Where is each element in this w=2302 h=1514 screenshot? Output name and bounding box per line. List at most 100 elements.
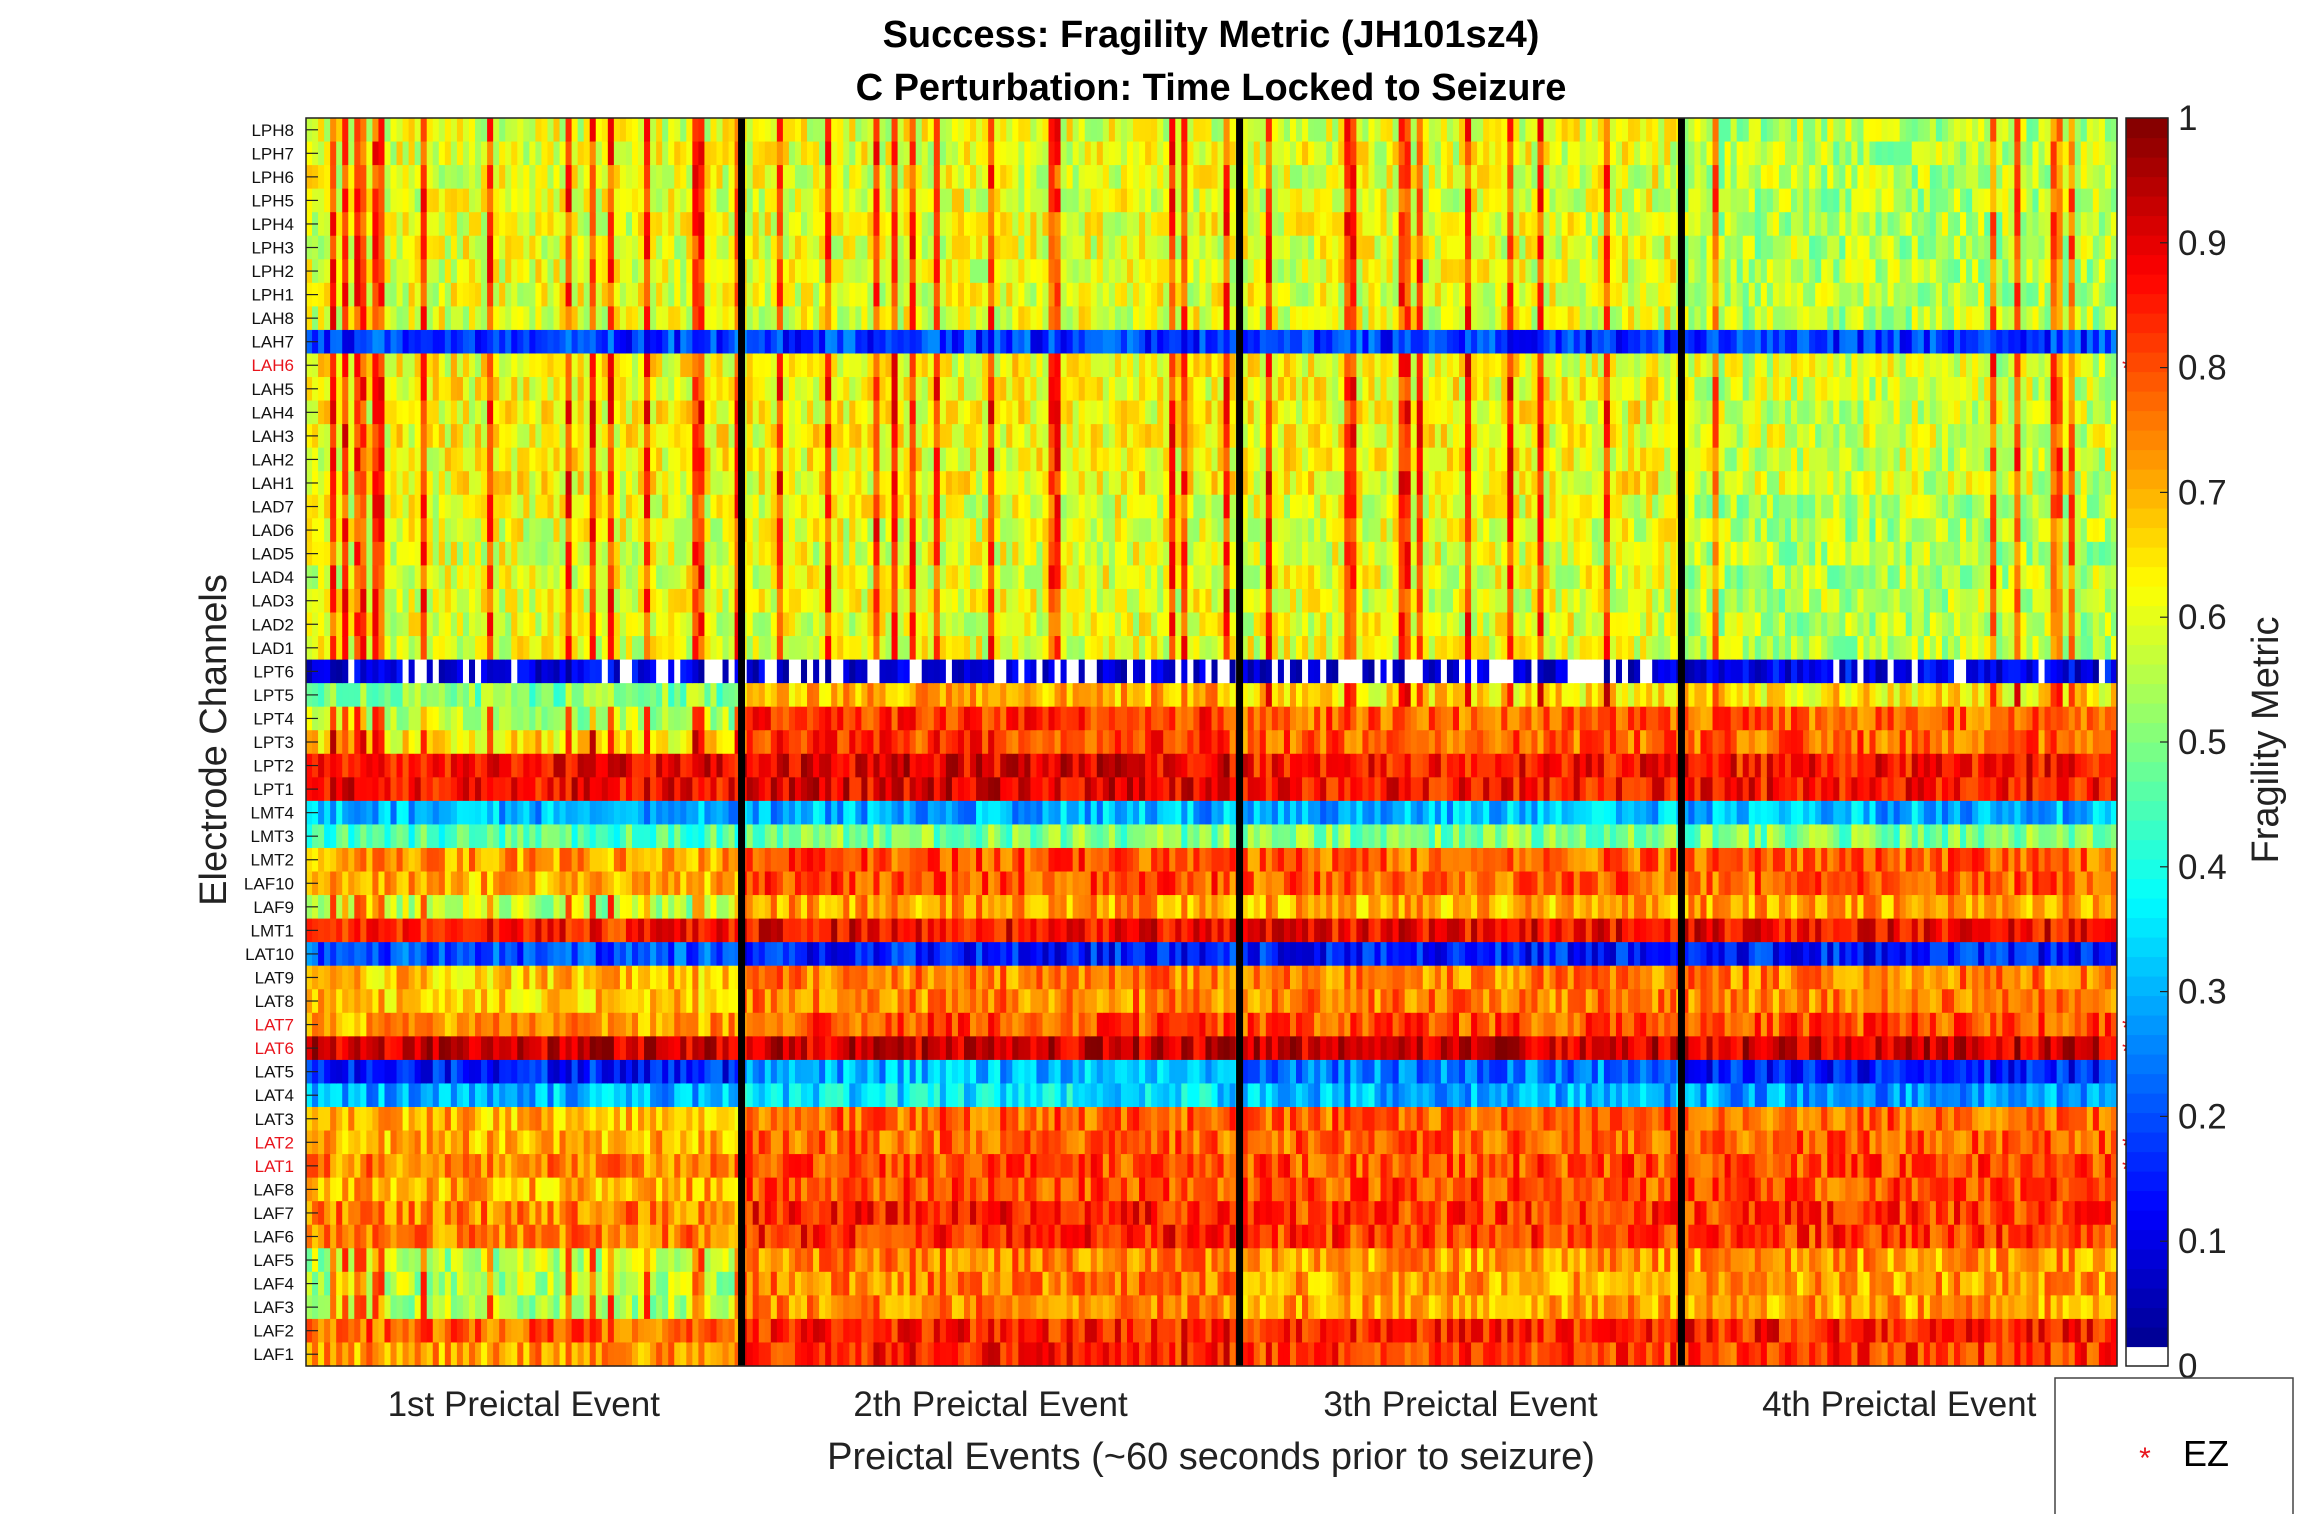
heatmap-cell [505,353,512,378]
heatmap-cell [432,659,440,684]
heatmap-cell [475,1201,482,1226]
heatmap-cell [378,871,386,896]
heatmap-cell [807,1106,814,1132]
heatmap-cell [776,918,784,943]
heatmap-cell [456,1036,464,1061]
heatmap-cell [529,1154,536,1179]
heatmap-cell [517,871,524,896]
heatmap-cell [625,306,633,331]
heatmap-cell [456,1318,464,1344]
heatmap-cell [692,1224,699,1249]
heatmap-cell [692,1201,699,1226]
heatmap-cell [752,824,760,849]
heatmap-cell [728,118,736,143]
heatmap-cell [426,612,434,637]
heatmap-cell [342,753,349,778]
heatmap-cell [849,1059,856,1085]
heatmap-cell [438,259,446,284]
heatmap-cell [770,424,778,449]
heatmap-cell [843,188,850,213]
heatmap-cell [450,730,458,755]
heatmap-cell [764,1271,772,1296]
heatmap-cell [571,918,579,943]
heatmap-cell [324,353,331,378]
heatmap-cell [746,706,754,731]
heatmap-cell [505,400,512,425]
heatmap-cell [432,1106,440,1132]
heatmap-cell [414,212,422,237]
heatmap-cell [788,1154,796,1179]
heatmap-cell [807,424,814,449]
heatmap-cell [475,494,482,519]
heatmap-cell [638,188,645,213]
heatmap-cell [511,377,518,402]
heatmap-cell [686,918,693,943]
heatmap-cell [318,400,325,425]
heatmap-cell [426,1154,434,1179]
heatmap-cell [819,471,826,496]
heatmap-cell [831,824,838,849]
heatmap-cell [855,777,862,802]
heatmap-cell [384,683,392,708]
heatmap-cell [728,1059,736,1085]
heatmap-cell [354,588,361,614]
heatmap-cell [468,636,476,661]
heatmap-cell [650,1224,657,1249]
heatmap-cell [764,541,772,566]
heatmap-cell [583,165,591,190]
heatmap-cell [668,871,675,896]
heatmap-cell [801,1271,808,1296]
heatmap-cell [499,118,506,143]
heatmap-cell [650,918,657,943]
heatmap-cell [444,235,452,260]
heatmap-cell [444,400,452,425]
heatmap-cell [837,1130,844,1155]
heatmap-cell [547,1036,555,1061]
heatmap-cell [553,588,561,614]
heatmap-cell [354,1318,361,1344]
heatmap-cell [686,541,693,566]
heatmap-cell [801,1036,808,1061]
heatmap-cell [613,471,621,496]
heatmap-cell [396,1130,404,1155]
heatmap-cell [378,259,386,284]
heatmap-cell [450,612,458,637]
heatmap-cell [468,329,476,355]
heatmap-cell [366,188,374,213]
heatmap-cell [493,1083,500,1108]
heatmap-cell [475,730,482,755]
heatmap-cell [613,777,621,802]
heatmap-cell [559,636,567,661]
heatmap-cell [511,706,518,731]
heatmap-cell [336,706,343,731]
heatmap-cell [366,871,374,896]
heatmap-cell [831,1083,838,1108]
heatmap-cell [462,1271,470,1296]
heatmap-cell [734,165,742,190]
heatmap-cell [746,518,754,543]
heatmap-cell [438,895,446,920]
heatmap-cell [782,636,790,661]
heatmap-cell [499,1295,506,1320]
heatmap-cell [728,730,736,755]
heatmap-cell [867,353,875,378]
heatmap-cell [565,212,573,237]
heatmap-cell [638,683,645,708]
heatmap-cell [336,377,343,402]
heatmap-cell [861,965,869,990]
heatmap-cell [481,1106,488,1132]
heatmap-cell [613,118,621,143]
heatmap-cell [541,636,549,661]
heatmap-cell [336,188,343,213]
heatmap-cell [414,965,422,990]
heatmap-cell [408,141,416,166]
heatmap-cell [402,306,410,331]
heatmap-cell [330,965,337,990]
heatmap-cell [601,777,609,802]
heatmap-cell [764,683,772,708]
heatmap-cell [855,636,862,661]
heatmap-cell [801,235,808,260]
heatmap-cell [807,918,814,943]
heatmap-cell [607,989,615,1014]
heatmap-cell [318,636,325,661]
